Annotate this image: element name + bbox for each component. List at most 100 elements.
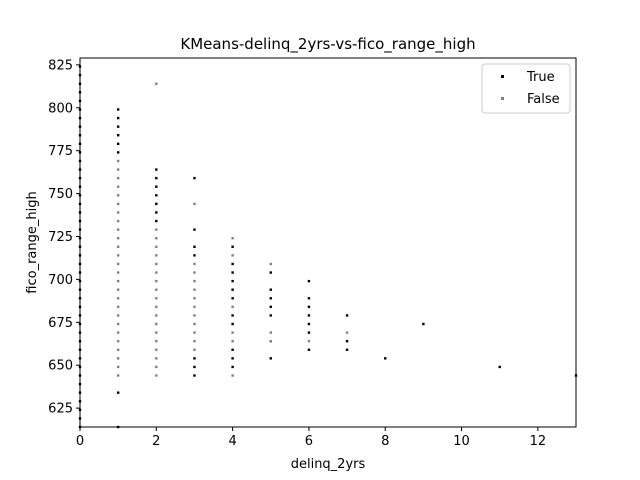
data-point-true	[231, 365, 234, 369]
data-point-false	[193, 331, 196, 334]
data-point-false	[193, 262, 196, 266]
data-point-true	[155, 219, 158, 223]
data-point-false	[231, 331, 234, 334]
data-point-false	[155, 279, 158, 283]
data-point-true	[307, 305, 311, 309]
data-point-true	[155, 185, 158, 188]
data-point-false	[155, 374, 158, 377]
data-point-false	[193, 297, 196, 300]
y-tick-label: 625	[48, 402, 73, 417]
data-point-true	[193, 254, 196, 257]
data-point-true	[269, 305, 272, 309]
data-point-false	[155, 297, 158, 300]
data-point-true	[155, 176, 158, 180]
data-point-true	[269, 357, 272, 360]
data-point-true	[116, 134, 120, 137]
y-axis-label: fico_range_high	[25, 191, 40, 293]
data-point-true	[345, 348, 349, 351]
data-point-true	[269, 271, 272, 274]
data-point-true	[345, 339, 349, 343]
data-point-true	[193, 365, 196, 369]
data-point-false	[193, 348, 196, 351]
data-point-true	[307, 279, 311, 283]
chart-title: KMeans-delinq_2yrs-vs-fico_range_high	[180, 35, 475, 54]
data-point-false	[116, 176, 120, 180]
data-point-true	[307, 314, 311, 317]
data-point-false	[155, 339, 158, 343]
data-point-true	[307, 331, 311, 334]
data-point-true	[193, 176, 196, 180]
legend-label-false: False	[527, 92, 560, 107]
data-point-false	[155, 331, 158, 334]
x-axis-ticks: 0 2 4 6 8 10 12	[76, 427, 546, 449]
data-point-false	[193, 305, 196, 309]
data-point-true	[155, 202, 158, 206]
data-point-true	[193, 228, 196, 231]
data-point-true	[231, 271, 234, 274]
data-point-true	[193, 357, 196, 360]
data-point-false	[116, 194, 120, 197]
data-point-true	[116, 391, 120, 394]
data-point-true	[116, 116, 120, 120]
data-point-false	[155, 314, 158, 317]
data-point-false	[231, 254, 234, 257]
data-point-false	[155, 357, 158, 360]
data-point-false	[193, 202, 196, 206]
data-point-true	[345, 314, 349, 317]
data-point-true	[231, 245, 234, 248]
x-tick-label: 6	[305, 434, 313, 449]
data-point-true	[231, 297, 234, 300]
data-point-false	[116, 348, 120, 351]
data-point-true	[116, 125, 120, 128]
data-point-false	[193, 322, 196, 326]
data-point-false	[269, 331, 272, 334]
y-tick-label: 750	[48, 187, 73, 202]
data-point-false	[155, 305, 158, 309]
data-point-false	[345, 331, 349, 334]
data-point-false	[116, 202, 120, 206]
data-point-true	[116, 151, 120, 154]
x-tick-label: 4	[228, 434, 236, 449]
data-point-true	[231, 288, 234, 291]
data-point-false	[116, 237, 120, 240]
data-point-false	[155, 237, 158, 240]
y-tick-label: 800	[48, 101, 73, 116]
data-point-true	[498, 365, 501, 369]
legend-marker-true	[501, 75, 504, 78]
data-point-false	[116, 185, 120, 188]
plot-frame	[79, 57, 577, 428]
data-point-false	[116, 271, 120, 274]
data-point-true	[269, 297, 272, 300]
data-point-false	[193, 279, 196, 283]
data-point-true	[155, 211, 158, 214]
data-point-false	[116, 297, 120, 300]
data-point-true	[116, 108, 120, 111]
data-point-true	[193, 245, 196, 248]
data-point-false	[155, 262, 158, 266]
data-point-false	[193, 288, 196, 291]
data-point-false	[193, 314, 196, 317]
y-tick-label: 825	[48, 58, 73, 73]
data-point-true	[231, 357, 234, 360]
data-point-false	[155, 271, 158, 274]
data-point-false	[155, 82, 158, 85]
data-point-false	[116, 305, 120, 309]
data-point-true	[307, 322, 311, 326]
data-point-false	[116, 159, 120, 163]
data-point-true	[193, 374, 196, 377]
data-point-false	[193, 339, 196, 343]
x-tick-label: 12	[530, 434, 547, 449]
data-point-false	[116, 339, 120, 343]
data-point-false	[269, 262, 272, 266]
data-point-true	[269, 288, 272, 291]
data-point-false	[231, 374, 234, 377]
data-point-false	[116, 322, 120, 326]
y-tick-label: 700	[48, 273, 73, 288]
data-point-false	[116, 262, 120, 266]
data-point-false	[116, 374, 120, 377]
data-point-false	[155, 322, 158, 326]
data-point-false	[231, 305, 234, 309]
data-point-false	[193, 271, 196, 274]
data-point-false	[231, 237, 234, 240]
